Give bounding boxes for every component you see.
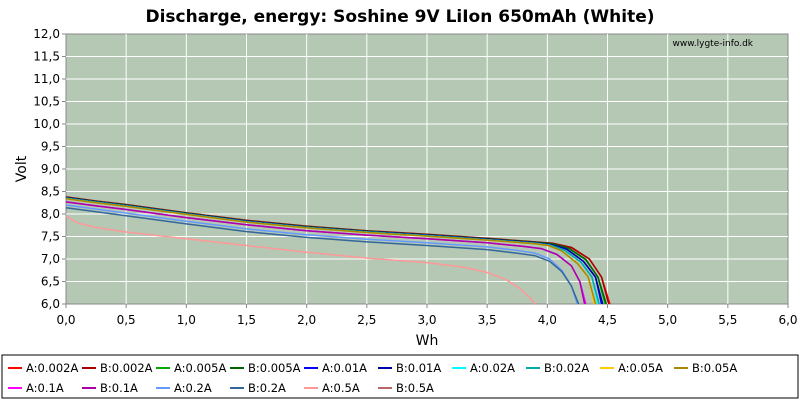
x-tick-label: 5,5 [718,313,737,327]
legend: A:0.002A B:0.002A A:0.005A B:0.005A A:0.01A B… [8,361,737,395]
chart-title: Discharge, energy: Soshine 9V LiIon 650m… [145,7,654,27]
y-tick-label: 8,0 [41,207,60,221]
x-tick-label: 3,0 [417,313,436,327]
legend-label: B:0.01A [396,361,441,375]
series-line-11 [65,201,586,305]
legend-item: A:0.05A [600,361,663,375]
legend-label: A:0.1A [26,381,64,395]
legend-item: B:0.01A [378,361,441,375]
legend-label: A:0.5A [322,381,360,395]
x-tick-label: 2,5 [357,313,376,327]
legend-item: B:0.5A [378,381,434,395]
legend-item: B:0.2A [230,381,286,395]
x-tick-label: 5,0 [658,313,677,327]
x-axis-label: Wh [416,333,439,349]
watermark: www.lygte-info.dk [673,39,754,49]
y-tick-label: 11,5 [33,50,60,64]
y-tick-label: 9,0 [41,162,60,176]
legend-item: A:0.01A [304,361,367,375]
legend-item: A:0.002A [8,361,78,375]
legend-label: A:0.02A [470,361,515,375]
series-line-9 [65,197,597,305]
legend-item: B:0.02A [526,361,589,375]
legend-label: B:0.1A [100,381,138,395]
legend-label: A:0.005A [174,361,226,375]
legend-box [1,354,799,399]
y-tick-label: 6,5 [41,275,60,289]
legend-label: B:0.05A [692,361,737,375]
x-tick-label: 0,5 [117,313,136,327]
legend-label: B:0.005A [248,361,301,375]
y-tick-label: 8,5 [41,185,60,199]
legend-label: B:0.002A [100,361,153,375]
legend-item: B:0.002A [82,361,153,375]
legend-label: A:0.05A [618,361,663,375]
y-tick-label: 9,5 [41,140,60,154]
x-tick-label: 3,5 [478,313,497,327]
y-tick-label: 7,5 [41,230,60,244]
x-tick-label: 2,0 [297,313,316,327]
y-axis-label: Volt [14,155,30,182]
legend-label: B:0.02A [544,361,589,375]
y-tick-label: 6,0 [41,297,60,311]
x-tick-label: 4,0 [538,313,557,327]
legend-item: A:0.1A [8,381,64,395]
legend-label: B:0.5A [396,381,434,395]
series-lines [65,196,611,305]
legend-item: A:0.005A [156,361,226,375]
x-tick-label: 0,0 [56,313,75,327]
series-line-14 [65,215,536,305]
grid [66,34,788,304]
legend-item: B:0.1A [82,381,138,395]
y-tick-label: 11,0 [33,72,60,86]
y-tick-label: 12,0 [33,27,60,41]
legend-label: B:0.2A [248,381,286,395]
y-tick-label: 7,0 [41,252,60,266]
legend-item: A:0.5A [304,381,360,395]
x-tick-label: 6,0 [778,313,797,327]
legend-item: B:0.05A [674,361,737,375]
legend-item: B:0.005A [230,361,301,375]
legend-item: A:0.2A [156,381,212,395]
legend-label: A:0.2A [174,381,212,395]
legend-label: A:0.002A [26,361,78,375]
series-line-12 [65,204,579,305]
legend-item: A:0.02A [452,361,515,375]
x-tick-label: 1,5 [237,313,256,327]
y-tick-label: 10,0 [33,117,60,131]
y-tick-label: 10,5 [33,95,60,109]
x-tick-label: 1,0 [177,313,196,327]
legend-label: A:0.01A [322,361,367,375]
axis-ticks: 0,0 0,5 1,0 1,5 2,0 2,5 3,0 3,5 4,0 4,5 5,0 5,5 6,0 6… [33,27,797,327]
series-line-13 [65,206,580,305]
x-tick-label: 4,5 [598,313,617,327]
